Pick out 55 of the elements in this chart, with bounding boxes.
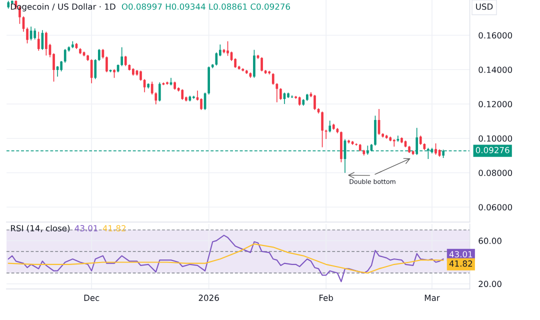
candlestick — [26, 27, 28, 44]
line-series — [8, 243, 444, 274]
candlestick — [124, 55, 127, 67]
x-tick-label: Mar — [424, 294, 440, 301]
candlestick — [154, 92, 158, 105]
candlestick — [60, 60, 62, 72]
candlestick — [434, 142, 437, 156]
candlestick — [181, 88, 184, 100]
candlestick — [41, 30, 44, 50]
candlestick — [215, 52, 218, 66]
y-tick-label: 0.08000 — [478, 170, 512, 176]
candlestick — [272, 72, 274, 86]
line-series — [8, 234, 444, 282]
y-tick-label: 0.16000 — [478, 32, 512, 39]
y-tick-label: 0.10000 — [478, 135, 512, 142]
y-axis-title: USD — [476, 3, 493, 10]
candlestick — [276, 82, 278, 103]
candlestick — [321, 111, 324, 148]
candlestick — [328, 120, 332, 133]
candlestick — [120, 46, 124, 67]
text: 43.01 — [74, 225, 98, 232]
candlestick — [98, 48, 100, 62]
y-tick-label: 0.14000 — [478, 66, 512, 73]
data-label: 41.82 — [449, 260, 472, 267]
candlestick — [253, 49, 256, 78]
candlestick — [94, 58, 97, 80]
ref-line-label: 0.09276 — [476, 146, 510, 154]
text: 41.82 — [102, 225, 126, 232]
candlestick — [45, 31, 48, 56]
x-tick-label: 2026 — [198, 294, 219, 301]
candlestick — [34, 28, 36, 40]
y-tick-label: 0.12000 — [478, 100, 512, 108]
candlestick — [392, 138, 396, 148]
candlestick — [140, 70, 142, 82]
candlestick — [106, 56, 108, 73]
candlestick — [260, 56, 263, 72]
candlestick — [314, 94, 316, 110]
data-label: 43.01 — [449, 251, 472, 258]
x-tick-label: Dec — [84, 294, 100, 301]
candlestick — [298, 96, 301, 106]
candlestick — [150, 81, 154, 95]
chart-title: RSI (14, close) — [11, 224, 70, 232]
candlestick — [226, 40, 229, 56]
candlestick — [64, 48, 66, 64]
y-tick-label: 60.00 — [478, 238, 502, 244]
candlestick — [158, 82, 161, 102]
x-tick-label: Feb — [320, 294, 333, 301]
chart-subtitle: O0.08997 H0.09344 L0.08861 C0.09276 — [122, 3, 290, 10]
candlestick — [90, 58, 93, 84]
y-tick-label: 0.06000 — [478, 204, 512, 210]
candlestick — [37, 31, 40, 52]
candlestick — [280, 88, 282, 100]
candlestick — [419, 135, 422, 146]
y-tick-label: 20.00 — [478, 280, 502, 288]
candlestick — [200, 98, 202, 110]
